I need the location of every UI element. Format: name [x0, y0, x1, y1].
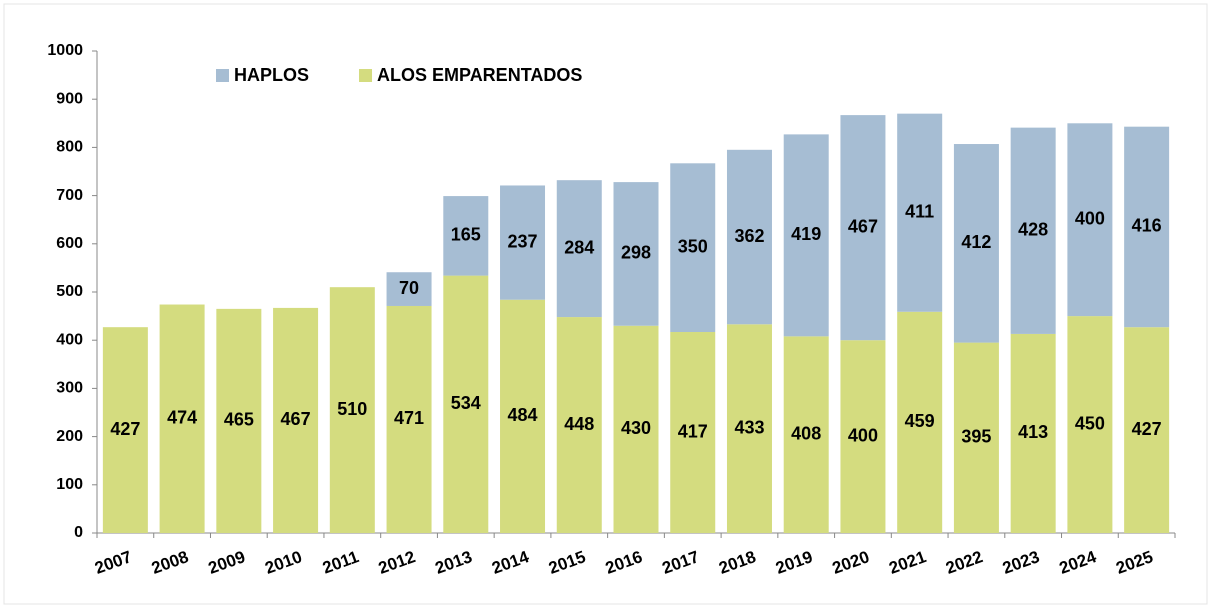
data-label: 362	[734, 226, 764, 246]
bar-segment	[1010, 333, 1056, 533]
y-tick-label: 200	[56, 428, 83, 445]
bar-segment	[500, 299, 546, 533]
bar-segment	[953, 144, 999, 343]
data-label: 471	[394, 408, 424, 428]
data-label: 165	[451, 225, 481, 245]
bar-segment	[726, 149, 772, 325]
bar-segment	[613, 325, 659, 533]
y-tick-label: 0	[74, 524, 83, 541]
data-label: 350	[678, 236, 708, 256]
bar-segment	[670, 332, 716, 533]
data-label: 408	[791, 423, 821, 443]
bar-segment	[897, 311, 943, 533]
bar-segment	[556, 180, 602, 318]
bar-segment	[783, 134, 829, 337]
data-label: 416	[1132, 216, 1162, 236]
data-label: 395	[961, 427, 991, 447]
y-tick-label: 900	[56, 90, 83, 107]
data-label: 413	[1018, 422, 1048, 442]
data-label: 534	[451, 393, 481, 413]
legend-label: HAPLOS	[234, 65, 309, 85]
legend-label: ALOS EMPARENTADOS	[377, 65, 582, 85]
data-label: 474	[167, 408, 197, 428]
data-label: 448	[564, 414, 594, 434]
bar-segment	[443, 275, 489, 533]
bar-segment	[840, 115, 886, 341]
data-label: 430	[621, 418, 651, 438]
data-label: 237	[508, 231, 538, 251]
bar-segment	[329, 287, 375, 533]
data-label: 450	[1075, 413, 1105, 433]
bar-segment	[386, 305, 432, 533]
legend-box	[158, 48, 706, 104]
data-label: 433	[734, 417, 764, 437]
data-label: 459	[905, 411, 935, 431]
bar-segment	[1067, 123, 1113, 317]
data-label: 427	[110, 419, 140, 439]
legend-swatch	[359, 69, 373, 82]
y-tick-label: 100	[56, 476, 83, 493]
y-tick-label: 700	[56, 187, 83, 204]
bar-segment	[1010, 127, 1056, 334]
y-tick-label: 600	[56, 235, 83, 252]
bar-segment	[102, 327, 148, 533]
legend-swatch	[216, 69, 229, 82]
bar-segment	[1067, 316, 1113, 533]
data-label: 417	[678, 421, 708, 441]
y-tick-label: 1000	[47, 42, 83, 59]
data-label: 484	[508, 405, 538, 425]
data-label: 298	[621, 243, 651, 263]
data-label: 428	[1018, 220, 1048, 240]
data-label: 419	[791, 224, 821, 244]
data-label: 510	[337, 399, 367, 419]
bar-segment	[840, 340, 886, 533]
bar-segment	[273, 307, 319, 533]
y-tick-label: 300	[56, 380, 83, 397]
bar-segment	[159, 304, 205, 533]
data-label: 467	[281, 409, 311, 429]
data-label: 284	[564, 237, 594, 257]
bar-segment	[897, 113, 943, 312]
data-label: 400	[1075, 208, 1105, 228]
bar-segment	[726, 324, 772, 533]
bar-segment	[1124, 126, 1170, 328]
bar-segment	[443, 196, 489, 276]
data-label: 465	[224, 410, 254, 430]
data-label: 427	[1132, 419, 1162, 439]
data-label: 400	[848, 425, 878, 445]
bar-segment	[953, 342, 999, 533]
bar-segment	[386, 272, 432, 306]
bar-segment	[783, 336, 829, 533]
bar-segment	[216, 308, 262, 533]
data-label: 411	[905, 201, 934, 221]
data-label: 467	[848, 216, 878, 236]
bar-segment	[1124, 327, 1170, 533]
y-tick-label: 800	[56, 139, 83, 156]
bar-segment	[556, 317, 602, 533]
y-tick-label: 400	[56, 331, 83, 348]
data-label: 412	[961, 232, 991, 252]
bar-segment	[500, 185, 546, 300]
bar-segment	[670, 163, 716, 333]
y-tick-label: 500	[56, 283, 83, 300]
data-label: 70	[399, 278, 419, 298]
bar-segment	[613, 182, 659, 326]
